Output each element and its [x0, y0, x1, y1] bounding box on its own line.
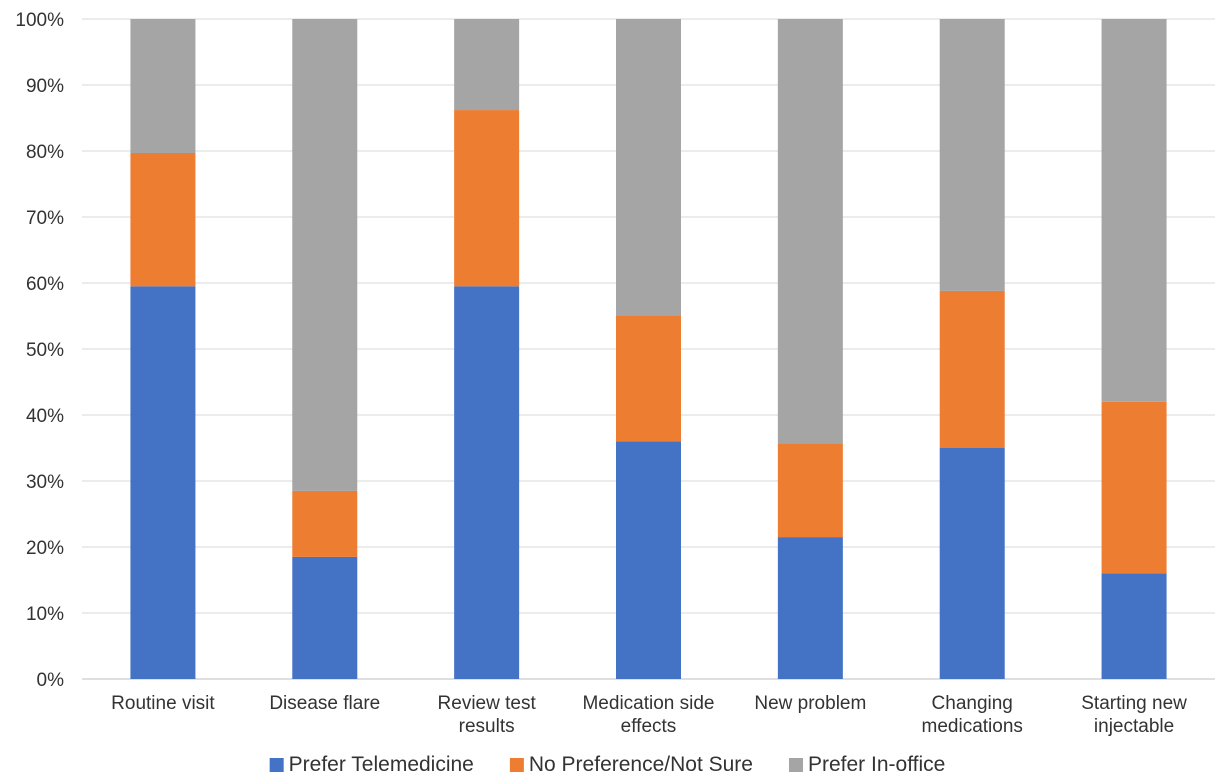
y-axis-tick-labels: 0% 10% 20% 30% 40% 50% 60% 70% 80% 90% 100% — [15, 10, 64, 691]
y-tick-label: 90% — [26, 76, 64, 97]
bar-segment — [292, 556, 358, 679]
y-tick-label: 100% — [15, 10, 64, 31]
bar-segment — [130, 152, 196, 287]
legend-item: Prefer Telemedicine — [269, 753, 474, 776]
bar-segment — [777, 443, 843, 538]
bar-segment — [939, 290, 1005, 448]
bar-segment — [292, 19, 358, 491]
bar-segment — [292, 490, 358, 557]
x-category-label: Review test results — [438, 693, 537, 737]
legend-label: Prefer Telemedicine — [289, 753, 474, 776]
legend-swatch — [269, 758, 284, 772]
bar-segment — [777, 19, 843, 444]
y-tick-label: 70% — [26, 208, 64, 229]
legend: Prefer Telemedicine No Preference/Not Sur… — [269, 753, 945, 776]
y-tick-label: 10% — [26, 604, 64, 625]
bar-stack — [130, 19, 196, 679]
x-axis-category-labels: Routine visit Disease flare Review test res… — [111, 693, 1187, 737]
legend-label: Prefer In-office — [808, 753, 945, 776]
bar-stack — [777, 19, 843, 679]
bar-segment — [454, 110, 520, 287]
bar-segment — [616, 441, 681, 679]
bar-stack — [1101, 19, 1167, 679]
x-category-label: Changing medications — [922, 693, 1023, 737]
x-category-label: Medication side effects — [582, 693, 714, 737]
y-tick-label: 80% — [26, 142, 64, 163]
y-tick-label: 0% — [37, 670, 65, 691]
legend-item: No Preference/Not Sure — [509, 753, 753, 776]
bars — [130, 19, 1167, 679]
x-category-label: Routine visit — [111, 693, 215, 714]
bar-segment — [454, 286, 520, 679]
x-category-label: Starting new injectable — [1081, 693, 1187, 737]
legend-swatch — [509, 758, 524, 772]
y-tick-label: 40% — [26, 406, 64, 427]
x-category-label: Disease flare — [269, 693, 380, 714]
y-tick-label: 50% — [26, 340, 64, 361]
x-category-label: New problem — [754, 693, 866, 714]
bar-segment — [939, 19, 1005, 291]
bar-segment — [777, 537, 843, 679]
bar-segment — [1101, 573, 1167, 679]
legend-item: Prefer In-office — [788, 753, 945, 776]
bar-stack — [939, 19, 1005, 679]
y-tick-label: 30% — [26, 472, 64, 493]
legend-label: No Preference/Not Sure — [529, 753, 753, 776]
bar-segment — [130, 286, 196, 679]
bar-stack — [454, 19, 520, 679]
y-tick-label: 60% — [26, 274, 64, 295]
bar-segment — [939, 448, 1005, 679]
bar-stack — [292, 19, 358, 679]
bar-segment — [454, 19, 520, 111]
bar-segment — [1101, 19, 1167, 402]
bar-stack — [616, 19, 681, 679]
bar-segment — [1101, 401, 1167, 574]
legend-swatch — [788, 758, 803, 772]
bar-segment — [130, 19, 196, 153]
bar-segment — [616, 316, 681, 442]
bar-segment — [616, 19, 681, 316]
y-tick-label: 20% — [26, 538, 64, 559]
